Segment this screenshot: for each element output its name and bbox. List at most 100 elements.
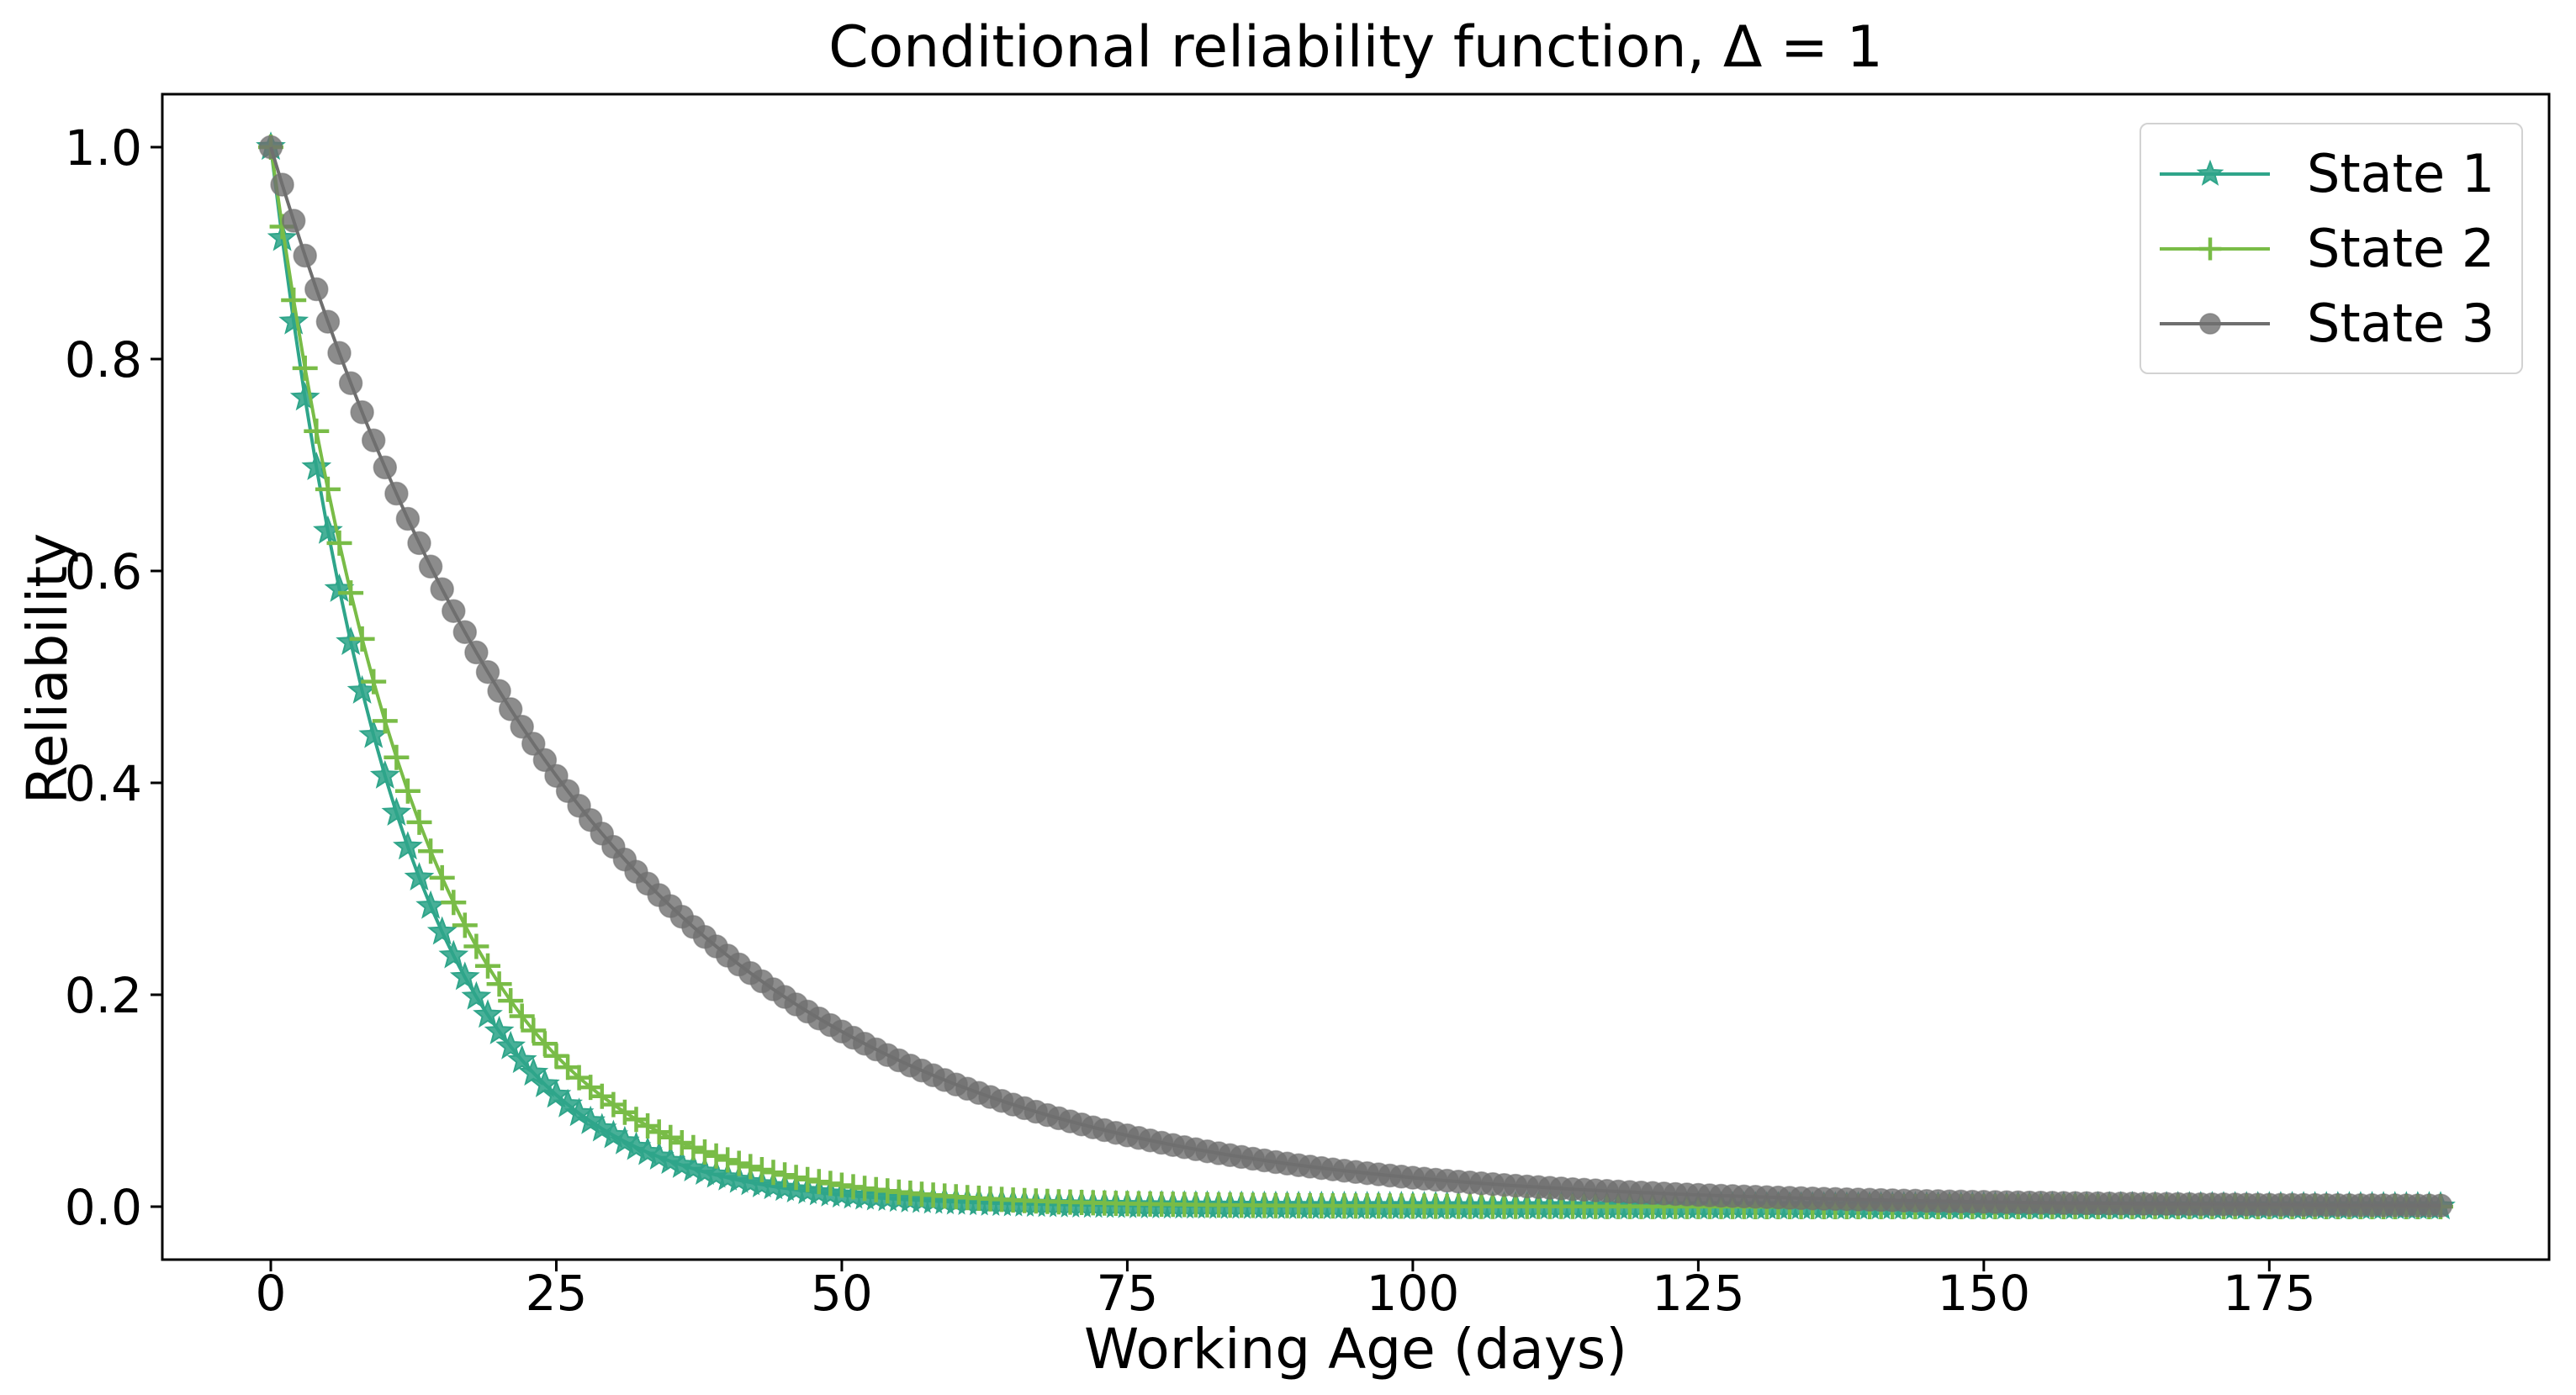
star-marker xyxy=(426,916,458,945)
plus-marker xyxy=(498,988,524,1014)
plus-marker xyxy=(441,890,467,916)
series-line-state-2 xyxy=(269,146,2441,1208)
x-axis-label: Working Age (days) xyxy=(1083,1317,1628,1382)
plus-marker xyxy=(658,1124,684,1150)
star-marker xyxy=(518,1057,549,1086)
x-tick-label: 50 xyxy=(811,1265,873,1322)
circle-marker xyxy=(464,640,489,665)
star-marker xyxy=(289,382,320,411)
circle-marker xyxy=(270,172,294,197)
plus-marker xyxy=(703,1143,729,1169)
circle-marker xyxy=(2199,312,2221,335)
x-tick-label: 125 xyxy=(1652,1265,1745,1322)
y-tick-label: 0.6 xyxy=(65,543,142,600)
legend-item-state-2: State 2 xyxy=(2158,221,2505,277)
legend-label: State 2 xyxy=(2307,217,2495,279)
plus-marker xyxy=(326,530,352,556)
plus-marker xyxy=(304,418,330,444)
series-line-state-3 xyxy=(269,146,2441,1207)
plus-marker xyxy=(646,1119,672,1145)
plus-marker xyxy=(463,933,489,959)
circle-marker xyxy=(293,243,317,268)
circle-marker xyxy=(384,481,409,506)
circle-marker xyxy=(258,135,283,160)
circle-marker xyxy=(304,277,329,302)
plus-marker xyxy=(760,1160,786,1186)
plus-marker xyxy=(394,778,421,804)
series-state-1 xyxy=(256,131,2456,1220)
plus-marker xyxy=(635,1113,661,1139)
plus-marker xyxy=(361,668,387,695)
plus-marker xyxy=(418,838,444,864)
circle-marker xyxy=(510,715,534,739)
plus-marker xyxy=(783,1165,809,1191)
star-marker xyxy=(415,890,446,919)
legend-item-state-1: State 1 xyxy=(2158,146,2505,202)
star-marker xyxy=(358,719,389,748)
star-marker xyxy=(278,305,309,335)
y-axis-label: Reliability xyxy=(15,532,80,805)
circle-marker xyxy=(373,455,398,480)
circle-marker xyxy=(430,577,454,601)
x-tick-label: 100 xyxy=(1367,1265,1460,1322)
star-marker xyxy=(484,1015,515,1044)
circle-marker xyxy=(418,554,443,579)
plus-marker xyxy=(406,809,432,835)
plus-marker xyxy=(692,1139,717,1165)
plus-marker xyxy=(383,744,410,770)
plus-marker xyxy=(543,1043,569,1069)
plus-marker xyxy=(715,1147,741,1173)
y-tick-label: 1.0 xyxy=(65,119,142,177)
circle-marker xyxy=(395,506,421,531)
plus-marker xyxy=(555,1054,581,1081)
circle-marker xyxy=(487,679,511,703)
circle-marker xyxy=(475,659,500,684)
plus-marker xyxy=(338,580,364,606)
series-state-3 xyxy=(258,135,2453,1218)
series-markers-state-2 xyxy=(258,135,2453,1219)
x-tick-label: 0 xyxy=(256,1265,287,1322)
series-state-2 xyxy=(258,135,2453,1219)
series-line-state-1 xyxy=(269,146,2441,1208)
plus-marker xyxy=(475,953,500,979)
star-marker xyxy=(393,831,423,860)
star-marker xyxy=(506,1044,537,1074)
plus-marker xyxy=(669,1130,695,1155)
legend-sample-circle-icon xyxy=(2160,312,2270,335)
plus-marker xyxy=(281,288,307,313)
plus-marker xyxy=(372,708,398,734)
plus-marker xyxy=(349,626,375,652)
legend-label: State 1 xyxy=(2307,142,2495,204)
plus-marker xyxy=(532,1031,558,1057)
legend-item-state-3: State 3 xyxy=(2158,296,2505,351)
circle-marker xyxy=(281,209,306,233)
y-tick-label: 0.8 xyxy=(65,331,142,388)
circle-marker xyxy=(350,400,374,425)
star-marker xyxy=(575,1105,606,1134)
circle-marker xyxy=(521,732,546,756)
plus-marker xyxy=(738,1154,764,1180)
plus-marker xyxy=(452,912,478,938)
legend-sample-plus-icon xyxy=(2160,237,2270,260)
circle-marker xyxy=(498,697,523,721)
circle-marker xyxy=(442,599,466,623)
plus-marker xyxy=(315,476,341,502)
circle-marker xyxy=(2428,1193,2453,1218)
legend-sample-star-icon xyxy=(2160,159,2270,186)
plus-marker xyxy=(509,1003,535,1029)
plot-border xyxy=(161,92,2551,1261)
star-marker xyxy=(449,961,480,991)
plus-marker xyxy=(429,864,455,890)
circle-marker xyxy=(315,309,341,334)
plus-marker xyxy=(748,1157,775,1182)
star-marker xyxy=(381,796,412,826)
x-tick-label: 175 xyxy=(2223,1265,2316,1322)
plus-marker xyxy=(521,1017,547,1044)
chart-title: Conditional reliability function, Δ = 1 xyxy=(828,14,1883,81)
y-tick-label: 0.2 xyxy=(65,967,142,1024)
circle-marker xyxy=(407,531,431,556)
plus-marker xyxy=(486,971,512,997)
legend-label: State 3 xyxy=(2307,292,2495,354)
